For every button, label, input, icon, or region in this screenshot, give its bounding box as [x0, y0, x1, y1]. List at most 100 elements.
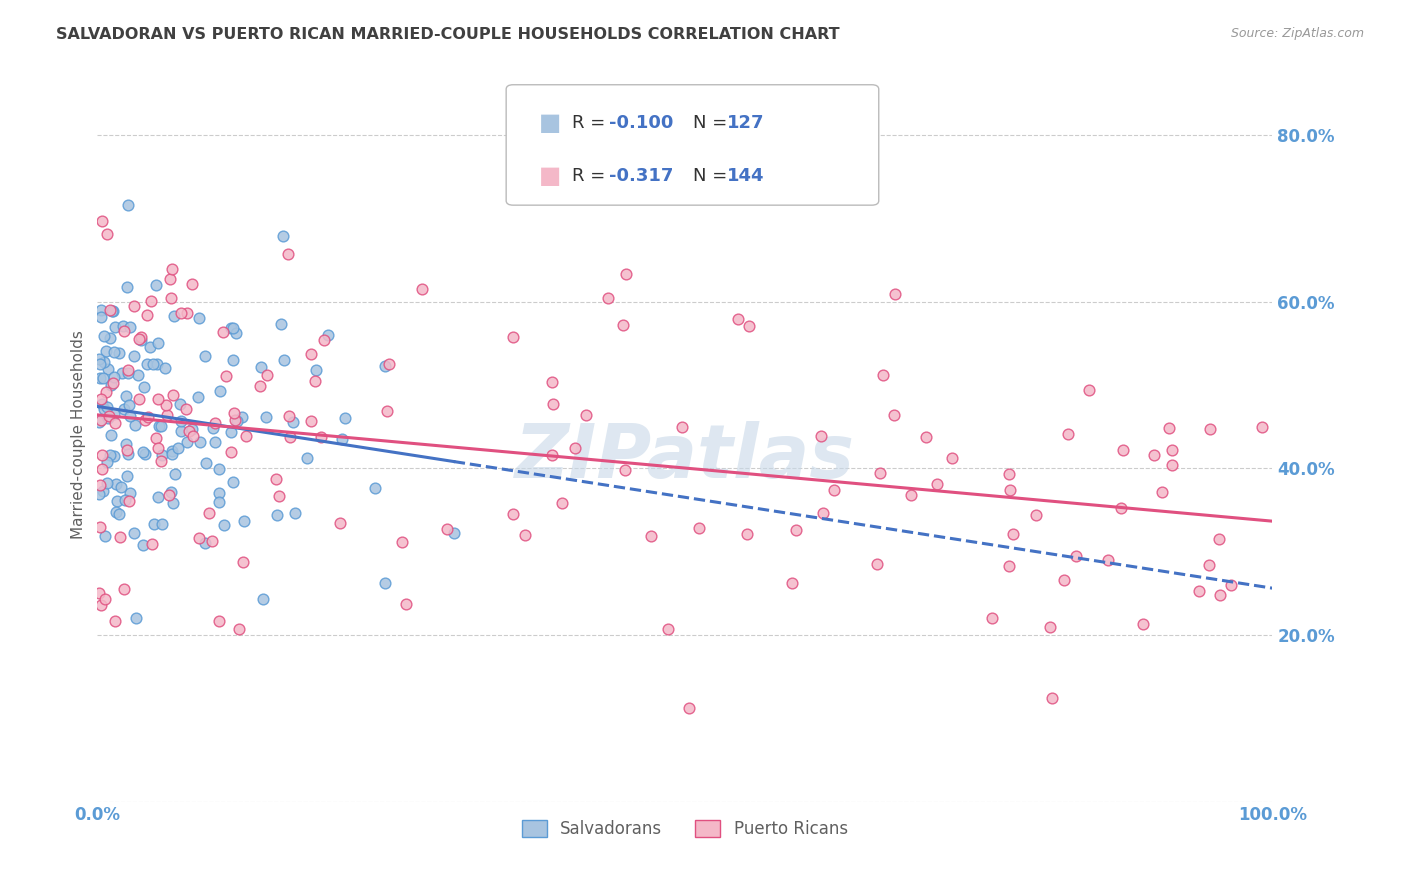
- Point: [90, 392, 112, 406]
- Point: [738, 318, 761, 333]
- Point: [93, 402, 115, 417]
- Point: [270, 317, 292, 331]
- Point: [278, 409, 301, 423]
- Point: [810, 429, 832, 443]
- Point: [162, 447, 184, 461]
- Point: [222, 475, 245, 490]
- Point: [104, 320, 127, 334]
- Point: [128, 392, 150, 407]
- Point: [225, 326, 247, 340]
- Point: [181, 422, 204, 436]
- Point: [132, 538, 155, 552]
- Point: [233, 514, 256, 528]
- Point: [1039, 620, 1062, 634]
- Point: [103, 345, 125, 359]
- Point: [598, 291, 620, 305]
- Point: [118, 494, 141, 508]
- Point: [228, 622, 250, 636]
- Point: [115, 280, 138, 294]
- Point: [187, 311, 209, 326]
- Point: [115, 442, 138, 457]
- Point: [269, 490, 291, 504]
- Point: [866, 558, 889, 572]
- Point: [118, 398, 141, 412]
- Point: [117, 366, 139, 380]
- Point: [134, 447, 156, 461]
- Point: [93, 355, 115, 369]
- Point: [96, 475, 118, 490]
- Point: [162, 444, 184, 458]
- Text: N =: N =: [693, 113, 733, 132]
- Point: [212, 517, 235, 532]
- Point: [117, 363, 139, 377]
- Point: [1025, 508, 1047, 523]
- Point: [1142, 448, 1164, 462]
- Point: [872, 368, 894, 383]
- Point: [152, 448, 174, 462]
- Point: [141, 537, 163, 551]
- Point: [1040, 691, 1063, 706]
- Point: [614, 463, 637, 477]
- Point: [87, 415, 110, 429]
- Point: [232, 555, 254, 569]
- Point: [107, 508, 129, 522]
- Point: [117, 198, 139, 212]
- Point: [131, 330, 153, 344]
- Point: [925, 477, 948, 491]
- Point: [91, 448, 114, 462]
- Text: ZIPatlas: ZIPatlas: [515, 420, 855, 493]
- Point: [103, 370, 125, 384]
- Point: [150, 419, 173, 434]
- Point: [219, 321, 242, 335]
- Point: [226, 414, 249, 428]
- Point: [132, 380, 155, 394]
- Point: [208, 495, 231, 509]
- Point: [900, 488, 922, 502]
- Point: [90, 413, 112, 427]
- Point: [443, 525, 465, 540]
- Point: [96, 227, 118, 241]
- Point: [98, 448, 121, 462]
- Point: [194, 536, 217, 550]
- Point: [1161, 458, 1184, 472]
- Point: [212, 325, 235, 339]
- Point: [1053, 573, 1076, 587]
- Point: [97, 362, 120, 376]
- Point: [1109, 500, 1132, 515]
- Point: [231, 409, 253, 424]
- Point: [146, 392, 169, 406]
- Point: [89, 477, 111, 491]
- Point: [112, 582, 135, 597]
- Point: [551, 496, 574, 510]
- Point: [657, 622, 679, 636]
- Point: [101, 303, 124, 318]
- Point: [1057, 427, 1080, 442]
- Point: [142, 357, 165, 371]
- Point: [1150, 484, 1173, 499]
- Point: [155, 398, 177, 412]
- Point: [299, 347, 322, 361]
- Point: [139, 293, 162, 308]
- Point: [436, 522, 458, 536]
- Point: [118, 485, 141, 500]
- Point: [981, 610, 1004, 624]
- Point: [998, 467, 1021, 482]
- Point: [169, 414, 191, 428]
- Point: [90, 462, 112, 476]
- Point: [148, 419, 170, 434]
- Point: [1198, 558, 1220, 572]
- Point: [105, 494, 128, 508]
- Point: [160, 291, 183, 305]
- Point: [1000, 483, 1022, 498]
- Point: [100, 378, 122, 392]
- Point: [127, 368, 149, 382]
- Point: [564, 441, 586, 455]
- Point: [129, 333, 152, 347]
- Point: [997, 559, 1019, 574]
- Point: [222, 353, 245, 368]
- Point: [1001, 527, 1024, 541]
- Point: [252, 591, 274, 606]
- Point: [374, 359, 396, 373]
- Point: [157, 488, 180, 502]
- Point: [209, 384, 232, 398]
